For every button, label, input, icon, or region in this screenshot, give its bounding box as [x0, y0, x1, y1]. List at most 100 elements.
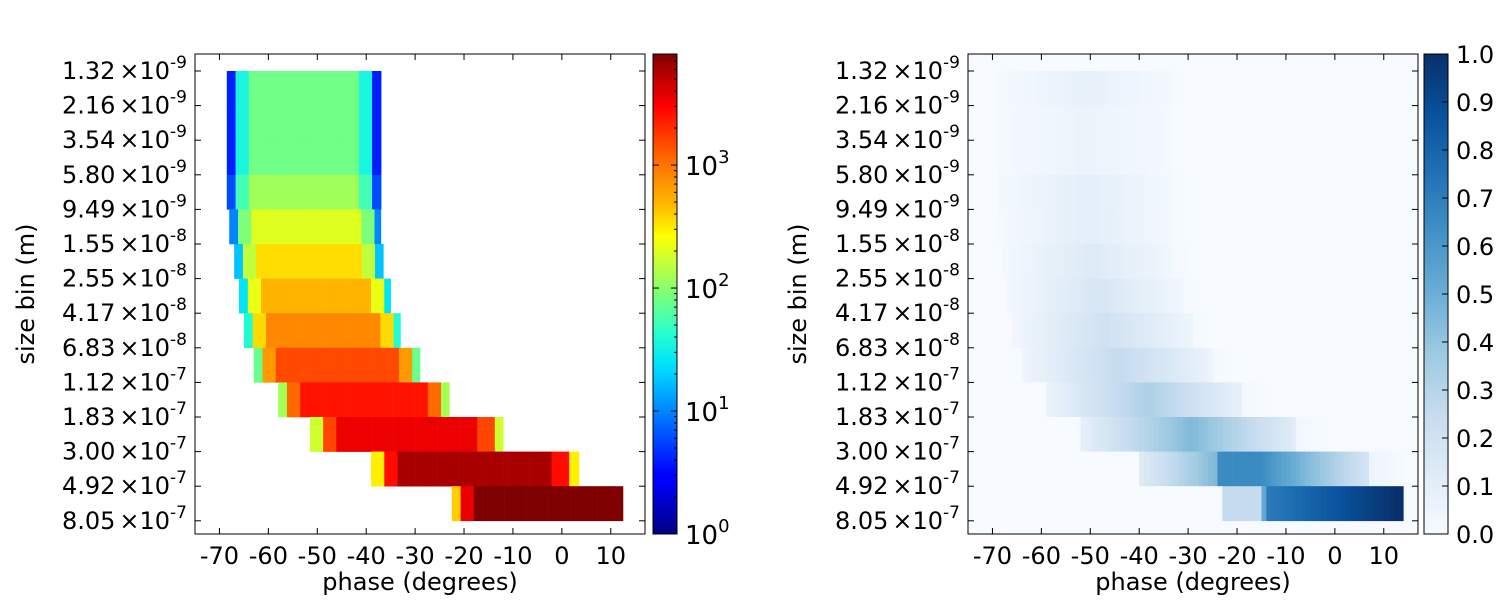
heatmap-cell	[1178, 209, 1184, 245]
heatmap-cell	[1349, 347, 1355, 383]
heatmap-cell	[331, 417, 337, 452]
heatmap-cell	[384, 451, 389, 487]
heatmap-cell	[1104, 105, 1111, 141]
heatmap-cell	[264, 209, 270, 245]
heatmap-cell	[1334, 71, 1341, 106]
heatmap-cell	[1227, 209, 1233, 245]
heatmap-cell	[1075, 174, 1081, 210]
heatmap-cell	[1007, 347, 1013, 383]
heatmap-cell	[1148, 174, 1155, 210]
heatmap-cell	[1339, 244, 1345, 279]
heatmap-cell	[1041, 71, 1047, 106]
heatmap-cell	[1188, 451, 1194, 487]
heatmap-cell	[1168, 347, 1174, 383]
heatmap-cell	[345, 313, 350, 349]
heatmap-cell	[1349, 382, 1355, 418]
heatmap-cell	[1354, 382, 1360, 418]
heatmap-cell	[1090, 174, 1096, 210]
heatmap-cell	[1364, 451, 1370, 487]
colorbar-tick-label: 100	[685, 516, 730, 551]
heatmap-cell	[1060, 347, 1067, 383]
heatmap-cell	[332, 347, 338, 383]
heatmap-cell	[393, 417, 399, 452]
heatmap-cell	[340, 417, 346, 452]
heatmap-cell	[1012, 313, 1018, 349]
heatmap-cell	[326, 209, 331, 245]
heatmap-cell	[1305, 347, 1311, 383]
heatmap-cell	[248, 105, 254, 141]
heatmap-cell	[1021, 451, 1027, 487]
heatmap-cell	[1051, 486, 1057, 522]
heatmap-cell	[1393, 486, 1399, 522]
heatmap-cell	[1393, 278, 1399, 314]
heatmap-row	[371, 451, 580, 487]
heatmap-cell	[522, 486, 527, 522]
heatmap-cell	[1144, 486, 1150, 522]
heatmap-cell	[472, 451, 478, 487]
y-tick-times: ×10	[119, 161, 170, 189]
heatmap-cell	[1364, 209, 1370, 245]
heatmap-cell	[485, 451, 491, 487]
heatmap-cell	[1354, 417, 1360, 452]
heatmap-cell	[328, 105, 333, 141]
heatmap-cell	[336, 313, 342, 349]
heatmap-cell	[1183, 174, 1189, 210]
heatmap-cell	[997, 313, 1003, 349]
heatmap-cell	[323, 71, 329, 106]
heatmap-cell	[1251, 382, 1257, 418]
heatmap-cell	[231, 105, 236, 141]
heatmap-cell	[1261, 347, 1267, 383]
heatmap-cell	[1251, 347, 1257, 383]
heatmap-cell	[1378, 313, 1385, 349]
heatmap-cell	[992, 105, 998, 141]
y-tick-times: ×10	[892, 472, 943, 500]
heatmap-cell	[1222, 140, 1228, 176]
heatmap-cell	[1310, 451, 1316, 487]
heatmap-cell	[1271, 313, 1277, 349]
heatmap-cell	[1300, 140, 1306, 176]
heatmap-cell	[1139, 451, 1145, 487]
heatmap-cell	[291, 244, 297, 279]
heatmap-cell	[1369, 174, 1375, 210]
heatmap-cell	[1129, 347, 1135, 383]
heatmap-cell	[1193, 244, 1199, 279]
heatmap-cell	[1212, 244, 1218, 279]
heatmap-cell	[279, 105, 285, 141]
heatmap-cell	[1129, 278, 1135, 314]
heatmap-cell	[1148, 486, 1155, 522]
heatmap-cell	[1246, 244, 1252, 279]
heatmap-cell	[1237, 278, 1243, 314]
heatmap-cell	[1369, 71, 1375, 106]
heatmap-cell	[1056, 347, 1062, 383]
y-tick-times: ×10	[892, 161, 943, 189]
y-tick-mantissa: 1.55	[62, 230, 115, 258]
heatmap-cell	[273, 244, 279, 279]
heatmap-cell	[341, 71, 346, 106]
heatmap-cell	[1398, 278, 1404, 314]
heatmap-cell	[1227, 382, 1233, 418]
y-tick-times: ×10	[119, 438, 170, 466]
heatmap-cell	[337, 347, 343, 383]
heatmap-cell	[1095, 174, 1101, 210]
heatmap-cell	[274, 313, 280, 349]
heatmap-cell	[1070, 313, 1076, 349]
heatmap-cell	[1012, 71, 1018, 106]
heatmap-row	[243, 313, 401, 349]
heatmap-cell	[982, 140, 988, 176]
heatmap-cell	[371, 278, 376, 314]
heatmap-cell	[1056, 71, 1062, 106]
colorbar-tick-label: 0.1	[1456, 473, 1494, 501]
heatmap-cell	[261, 278, 266, 314]
y-tick-times: ×10	[119, 230, 170, 258]
heatmap-cell	[1227, 140, 1233, 176]
colorbar-gradient	[652, 53, 678, 535]
heatmap-cell	[566, 486, 571, 522]
heatmap-cell	[1075, 382, 1081, 418]
heatmap-row	[982, 382, 1404, 418]
heatmap-cell	[1227, 451, 1233, 487]
heatmap-cell	[375, 278, 381, 314]
heatmap-cell	[1104, 382, 1111, 418]
heatmap-cell	[1114, 140, 1120, 176]
heatmap-cell	[476, 451, 482, 487]
